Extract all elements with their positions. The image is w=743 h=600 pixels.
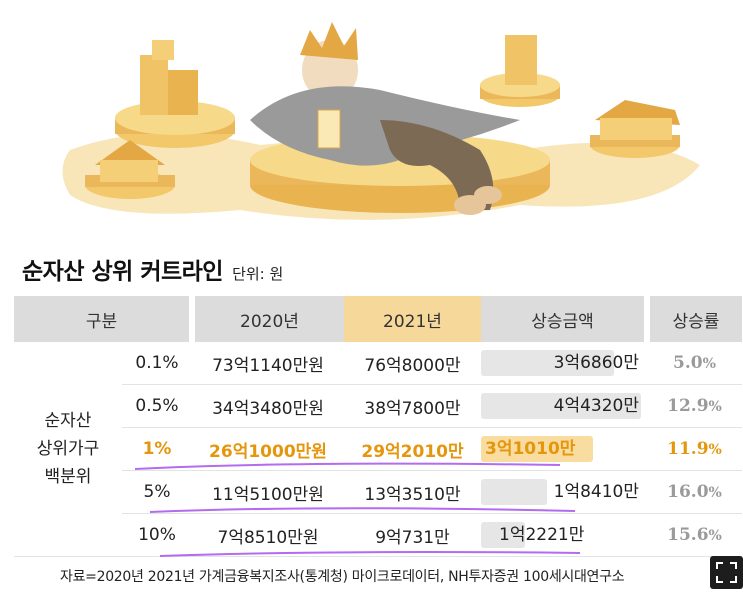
unit-label: 단위: 원 — [232, 265, 284, 283]
rate-unit: % — [708, 442, 722, 458]
source-note: 자료=2020년 2021년 가계금융복지조사(통계청) 마이크로데이터, NH… — [60, 569, 625, 585]
increase-bar — [481, 522, 526, 548]
v2021-cell: 13억3510만 — [344, 470, 481, 514]
increase-cell: 3억1010만 — [481, 427, 647, 471]
v2020-cell: 26억1000만원 — [192, 427, 344, 471]
expand-icon[interactable] — [710, 556, 743, 589]
rate-value: 11.9 — [667, 439, 709, 459]
increase-bar — [481, 393, 641, 419]
rate-value: 5.0 — [673, 353, 703, 373]
pct-cell: 5% — [122, 470, 192, 514]
increase-label: 3억1010만 — [485, 439, 576, 459]
header-2021: 2021년 — [344, 296, 481, 342]
v2020-cell: 11억5100만원 — [192, 470, 344, 514]
v2020-cell: 7억8510만원 — [192, 513, 344, 557]
header-increase: 상승금액 — [481, 296, 647, 342]
table-body: 순자산 상위가구 백분위 0.1% 73억1140만원 76억8000만 3억6… — [14, 342, 742, 557]
rate-cell: 16.0% — [647, 470, 742, 514]
table-row: 5% 11억5100만원 13억3510만 1억8410만 16.0% — [14, 470, 742, 514]
pct-cell: 1% — [122, 427, 192, 471]
rate-cell: 5.0% — [647, 342, 742, 385]
group-label-line-3: 백분위 — [44, 467, 92, 487]
table-row: 10% 7억8510만원 9억731만 1억2221만 15.6% — [14, 513, 742, 557]
rate-unit: % — [708, 528, 722, 544]
increase-label: 1억2221만 — [499, 525, 585, 545]
rate-unit: % — [708, 399, 722, 415]
group-label-line-2: 상위가구 — [36, 439, 100, 459]
rate-cell: 15.6% — [647, 513, 742, 557]
increase-bar — [481, 436, 593, 462]
v2020-cell: 73억1140만원 — [192, 342, 344, 385]
rate-cell: 11.9% — [647, 427, 742, 471]
increase-label: 3억6860만 — [553, 353, 639, 373]
increase-bar — [481, 479, 548, 505]
increase-cell: 3억6860만 — [481, 342, 647, 385]
illustration-relaxing-man-on-coins — [0, 0, 743, 240]
header-row: 구분 2020년 2021년 상승금액 상승률 — [14, 296, 742, 342]
pct-cell: 10% — [122, 513, 192, 557]
table-row: 순자산 상위가구 백분위 0.1% 73억1140만원 76억8000만 3억6… — [14, 342, 742, 557]
rate-value: 12.9 — [667, 396, 709, 416]
increase-cell: 1억2221만 — [481, 513, 647, 557]
rate-unit: % — [708, 485, 722, 501]
table-row-highlight: 1% 26억1000만원 29억2010만 3억1010만 11.9% — [14, 427, 742, 471]
increase-bar — [481, 350, 615, 376]
group-label-cell: 순자산 상위가구 백분위 — [14, 342, 122, 557]
table-row: 0.5% 34억3480만원 38억7800만 4억4320만 12.9% — [14, 384, 742, 428]
header-group: 구분 — [14, 296, 192, 342]
v2021-cell: 76억8000만 — [344, 342, 481, 385]
chart-title: 순자산 상위 커트라인 — [22, 259, 223, 285]
rate-cell: 12.9% — [647, 384, 742, 428]
header-2020: 2020년 — [189, 296, 344, 342]
increase-label: 4억4320만 — [553, 396, 639, 416]
pct-cell: 0.5% — [122, 384, 192, 428]
rate-value: 16.0 — [667, 482, 709, 502]
pct-cell: 0.1% — [122, 342, 192, 385]
v2021-cell: 29억2010만 — [344, 427, 481, 471]
cutoff-table: 구분 2020년 2021년 상승금액 상승률 순자산 상위가구 백분위 0.1… — [14, 296, 742, 557]
rate-unit: % — [702, 356, 716, 372]
increase-cell: 1억8410만 — [481, 470, 647, 514]
v2020-cell: 34억3480만원 — [192, 384, 344, 428]
increase-label: 1억8410만 — [553, 482, 639, 502]
header-rate: 상승률 — [644, 296, 742, 342]
title-row: 순자산 상위 커트라인 단위: 원 — [22, 252, 283, 286]
increase-cell: 4억4320만 — [481, 384, 647, 428]
v2021-cell: 38억7800만 — [344, 384, 481, 428]
group-label-line-1: 순자산 — [44, 411, 92, 431]
rate-value: 15.6 — [667, 525, 709, 545]
expand-icon-glyph — [716, 562, 737, 583]
v2021-cell: 9억731만 — [344, 513, 481, 557]
